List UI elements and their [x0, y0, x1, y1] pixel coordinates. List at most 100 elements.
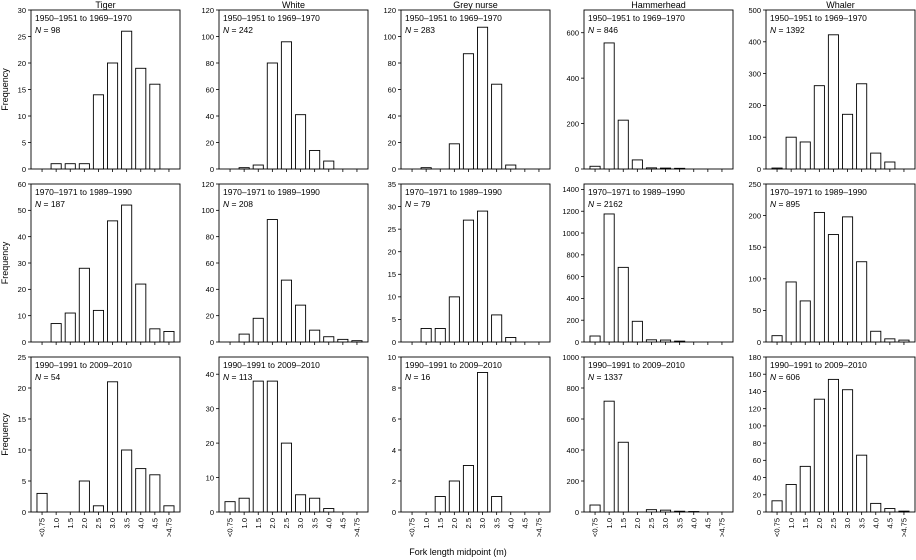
y-tick-label: 0: [575, 165, 579, 174]
x-tick-label: 4.0: [871, 518, 880, 528]
histogram-bar: [92, 309, 104, 343]
histogram-bar: [163, 331, 175, 343]
x-tick-label: 1.0: [240, 518, 249, 528]
sample-size-label: N = 895: [770, 199, 800, 209]
histogram-bar: [135, 283, 147, 343]
panel-frame: [583, 9, 734, 170]
y-tick-label: 100: [748, 275, 761, 284]
sample-size-label: N = 1392: [770, 25, 805, 35]
x-tick-label: >4.75: [353, 518, 362, 537]
histogram-bar: [870, 502, 882, 513]
histogram-panel: 0 50 100 150 200 250 1970–1971 to 1989–1990 N =…: [748, 180, 916, 347]
panel-frame: [583, 356, 734, 513]
x-tick-label: 2.0: [815, 518, 824, 528]
histogram-bar: [50, 163, 62, 170]
y-tick-label: 80: [206, 232, 214, 241]
y-tick-label: 20: [206, 439, 214, 448]
histogram-bar: [842, 389, 854, 513]
y-tick-label: 0: [392, 508, 396, 517]
histogram-bar: [238, 497, 250, 513]
y-tick-label: 50: [753, 306, 761, 315]
histogram-bar: [785, 136, 797, 170]
histogram-bar: [295, 304, 307, 343]
y-tick-label: 250: [748, 180, 761, 189]
histogram-bar: [813, 398, 825, 513]
x-tick-label: 1.5: [66, 518, 75, 528]
histogram-panel: 0 10 20 30 40 <0.75 1.0 1.5 2.0 2.5 3.0 3.5 4.0 4.5 >4…: [206, 356, 369, 537]
y-tick-label: 0: [22, 165, 26, 174]
histogram-panel: 0 20 40 60 80 100 120 1950–1951 to 1969–1970 N =…: [383, 6, 551, 174]
x-tick-label: 4.5: [885, 518, 894, 528]
histogram-bar: [295, 494, 307, 513]
y-tick-label: 0: [210, 508, 214, 517]
histogram-bar: [163, 505, 175, 513]
histogram-bar: [266, 380, 278, 513]
y-tick-label: 10: [206, 473, 214, 482]
histogram-bar: [856, 454, 868, 513]
histogram-bar: [674, 510, 686, 513]
panel-frame: [400, 183, 551, 343]
period-label: 1950–1951 to 1969–1970: [35, 13, 132, 23]
histogram-bar: [898, 339, 910, 343]
histogram-bar: [631, 159, 643, 170]
histogram-bar: [785, 281, 797, 343]
x-tick-label: 1.0: [52, 518, 61, 528]
sample-size-label: N = 1337: [588, 372, 623, 382]
histogram-bar: [462, 465, 474, 513]
sample-size-label: N = 79: [405, 199, 431, 209]
histogram-bar: [448, 480, 460, 513]
histogram-bar: [107, 381, 119, 513]
x-tick-label: 2.5: [464, 518, 473, 528]
y-tick-label: 10: [388, 353, 396, 362]
histogram-bar: [92, 505, 104, 513]
x-tick-label: 3.5: [122, 518, 131, 528]
y-tick-label: 40: [206, 370, 214, 379]
y-tick-label: 120: [383, 6, 396, 15]
y-tick-label: 200: [566, 477, 579, 486]
histogram-panel: 0 20 40 60 80 100 120 140 160 180 <0.75 1.0 1.5 2.0 2.…: [748, 353, 916, 537]
histogram-bar: [280, 279, 292, 343]
x-tick-label: <0.75: [226, 518, 235, 537]
panel-frame: [583, 183, 734, 343]
x-tick-label: 1.0: [605, 518, 614, 528]
y-tick-label: 20: [18, 285, 26, 294]
histogram-panel: 0 5 10 15 20 25 <0.75 1.0 1.5 2.0 2.5 3.0 3.5 4.0 4.5 >…: [18, 353, 181, 537]
histogram-bar: [617, 441, 629, 513]
x-tick-label: 3.5: [310, 518, 319, 528]
x-tick-label: 3.0: [478, 518, 487, 528]
histogram-bar: [589, 165, 601, 170]
sample-size-label: N = 208: [223, 199, 253, 209]
species-title: Tiger: [95, 0, 115, 10]
sample-size-label: N = 283: [405, 25, 435, 35]
histogram-bar: [323, 336, 335, 343]
sample-size-label: N = 846: [588, 25, 618, 35]
x-tick-label: 4.5: [520, 518, 529, 528]
y-tick-label: 1000: [562, 353, 579, 362]
y-tick-label: 120: [201, 180, 214, 189]
histogram-bar: [50, 323, 62, 343]
species-title: White: [282, 0, 305, 10]
x-tick-label: 2.0: [450, 518, 459, 528]
x-tick-label: >4.75: [535, 518, 544, 537]
histogram-panel: 0 5 10 15 20 25 30 1950–1951 to 1969–1970 N = 98: [18, 6, 181, 174]
period-label: 1990–1991 to 2009–2010: [223, 360, 320, 370]
y-tick-label: 60: [18, 180, 26, 189]
histogram-bar: [149, 83, 161, 170]
histogram-bar: [660, 509, 672, 513]
y-tick-label: 180: [748, 353, 761, 362]
panel-frame: [218, 356, 369, 513]
histogram-bar: [280, 442, 292, 513]
y-tick-label: 20: [18, 384, 26, 393]
x-tick-label: 3.0: [843, 518, 852, 528]
x-tick-label: 3.5: [675, 518, 684, 528]
period-label: 1950–1951 to 1969–1970: [588, 13, 685, 23]
period-label: 1970–1971 to 1989–1990: [35, 187, 132, 197]
y-tick-label: 15: [18, 85, 26, 94]
histogram-bar: [280, 41, 292, 170]
x-tick-label: 2.5: [282, 518, 291, 528]
histogram-bar: [107, 62, 119, 170]
y-tick-label: 800: [566, 384, 579, 393]
y-tick-label: 600: [566, 29, 579, 38]
y-tick-label: 60: [206, 85, 214, 94]
histogram-bar: [617, 266, 629, 343]
